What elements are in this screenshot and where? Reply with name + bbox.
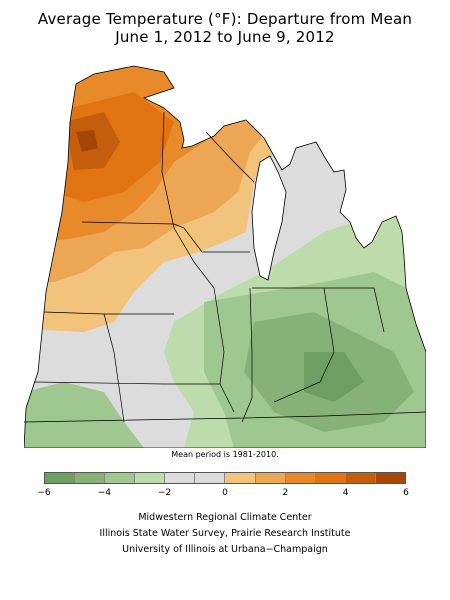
legend-tick-2: −2 — [158, 488, 172, 498]
legend-swatch-10 — [345, 473, 376, 483]
credit-line1: Midwestern Regional Climate Center — [138, 512, 312, 523]
credit-line3: University of Illinois at Urbana−Champai… — [122, 544, 328, 555]
legend-tick-4: 2 — [282, 488, 289, 498]
legend-swatch-3 — [135, 473, 166, 483]
legend-tick-3: 0 — [222, 488, 228, 498]
map-title-line2: June 1, 2012 to June 9, 2012 — [115, 28, 335, 46]
color-legend — [44, 472, 406, 484]
legend-swatch-2 — [105, 473, 136, 483]
legend-swatch-5 — [195, 473, 226, 483]
legend-swatch-11 — [375, 473, 405, 483]
legend-swatch-4 — [165, 473, 196, 483]
legend-swatch-1 — [75, 473, 106, 483]
legend-swatch-8 — [285, 473, 316, 483]
map-title-line1: Average Temperature (°F): Departure from… — [37, 10, 413, 28]
legend-tick-6: 6 — [403, 488, 409, 498]
region-outline — [24, 65, 426, 448]
legend-tick-0: −6 — [37, 488, 51, 498]
legend-tick-1: −4 — [97, 488, 111, 498]
legend-swatch-9 — [315, 473, 346, 483]
credit-line2: Illinois State Water Survey, Prairie Res… — [99, 528, 351, 539]
lake-michigan — [251, 155, 287, 281]
legend-tick-5: 4 — [342, 488, 349, 498]
state-borders — [24, 111, 426, 423]
legend-swatch-6 — [225, 473, 256, 483]
legend-swatch-0 — [45, 473, 76, 483]
mean-period-note: Mean period is 1981-2010. — [171, 450, 279, 459]
temperature-departure-map — [24, 52, 426, 448]
legend-swatch-7 — [255, 473, 286, 483]
